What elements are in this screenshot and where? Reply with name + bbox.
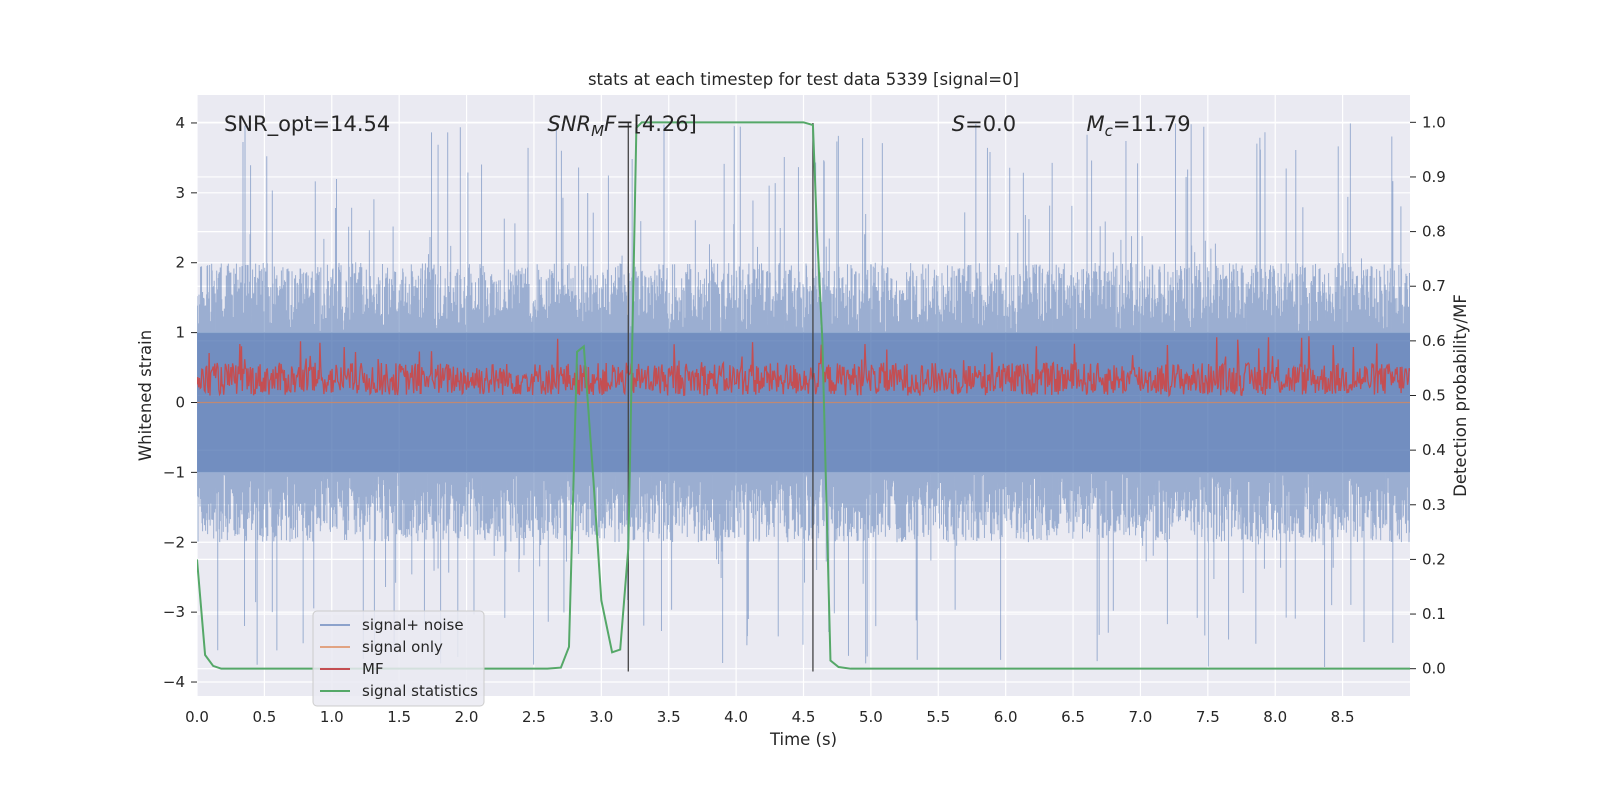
vertical-markers [627,122,814,672]
x-tick-label: 2.5 [522,708,546,726]
y2-tick-label: 0.2 [1422,550,1446,568]
y2-tick-label: 0.5 [1422,387,1446,405]
series-mf [197,336,1410,398]
annotation-mc: Mc=11.79 [1087,112,1191,140]
annotation-value: F [604,112,617,136]
x-tick-label: 4.0 [724,708,748,726]
x-axis-label: Time (s) [769,730,837,749]
y2-axis-ticks: 0.0 0.1 0.2 0.3 0.4 0.5 0.6 0.7 0.8 0.9 1.0 [1410,113,1446,678]
legend-label: signal only [362,638,443,656]
y2-tick-label: 0.3 [1422,496,1446,514]
annotation-snr-opt: SNR_opt=14.54 [224,112,390,137]
annotation-symbol: SNR [547,112,591,136]
annotation-s: S=0.0 [952,112,1016,136]
x-tick-label: 0.5 [252,708,276,726]
annotations: SNR_opt=14.54 SNRMF=[4.26] S=0.0 Mc=11.7… [224,112,1191,140]
y-tick-label: 3 [175,184,185,202]
y-tick-label: 0 [175,393,185,411]
y2-tick-label: 0.9 [1422,168,1446,186]
legend-frame [312,610,485,707]
y2-tick-label: 0.0 [1422,660,1446,678]
plot-content [197,121,1410,672]
legend-label: MF [362,660,384,678]
y-tick-label: −3 [163,603,185,621]
x-tick-label: 2.0 [455,708,479,726]
signal-statistics-line [197,121,1410,670]
x-tick-label: 5.5 [926,708,950,726]
annotation-symbol: S [952,112,965,136]
y2-axis-label: Detection probability/MF [1451,294,1470,497]
y2-tick-label: 0.4 [1422,441,1446,459]
mf-trace [197,336,1410,398]
x-tick-label: 7.0 [1129,708,1153,726]
legend: signal+ noise signal only MF signal statist… [312,610,485,707]
annotation-snr-mf: SNRMF=[4.26] [547,112,696,140]
y2-tick-label: 0.7 [1422,277,1446,295]
chart-title: stats at each timestep for test data 533… [588,70,1019,89]
y-tick-label: −2 [163,533,185,551]
y-axis-ticks: −4 −3 −2 −1 0 1 2 3 4 [163,114,197,691]
legend-label: signal+ noise [362,616,464,634]
y-tick-label: −4 [163,673,185,691]
annotation-subscript: M [591,122,604,140]
y-tick-label: 2 [175,254,185,272]
y2-tick-label: 0.6 [1422,332,1446,350]
x-tick-label: 3.0 [589,708,613,726]
x-tick-label: 4.5 [792,708,816,726]
series-signal-statistics [197,121,1410,670]
y2-tick-label: 1.0 [1422,113,1446,131]
annotation-value: =0.0 [965,112,1016,136]
x-tick-label: 1.5 [387,708,411,726]
x-tick-label: 3.5 [657,708,681,726]
x-tick-label: 6.0 [994,708,1018,726]
y-axis-label: Whitened strain [136,330,155,461]
y2-tick-label: 0.1 [1422,605,1446,623]
y2-tick-label: 0.8 [1422,223,1446,241]
y-tick-label: 4 [175,114,185,132]
annotation-value: =[4.26] [616,112,697,136]
x-tick-label: 5.0 [859,708,883,726]
x-tick-label: 7.5 [1196,708,1220,726]
annotation-subscript: c [1105,122,1114,140]
annotation-symbol: M [1087,112,1105,136]
x-axis-ticks: 0.0 0.5 1.0 1.5 2.0 2.5 3.0 3.5 4.0 4.5 5.0 5.5 6.0 6… [185,708,1354,726]
y-tick-label: 1 [175,324,185,342]
x-tick-label: 0.0 [185,708,209,726]
x-tick-label: 6.5 [1061,708,1085,726]
x-tick-label: 1.0 [320,708,344,726]
annotation-value: =11.79 [1113,112,1191,136]
y-tick-label: −1 [163,463,185,481]
x-tick-label: 8.0 [1263,708,1287,726]
legend-label: signal statistics [362,682,478,700]
x-tick-label: 8.5 [1331,708,1355,726]
